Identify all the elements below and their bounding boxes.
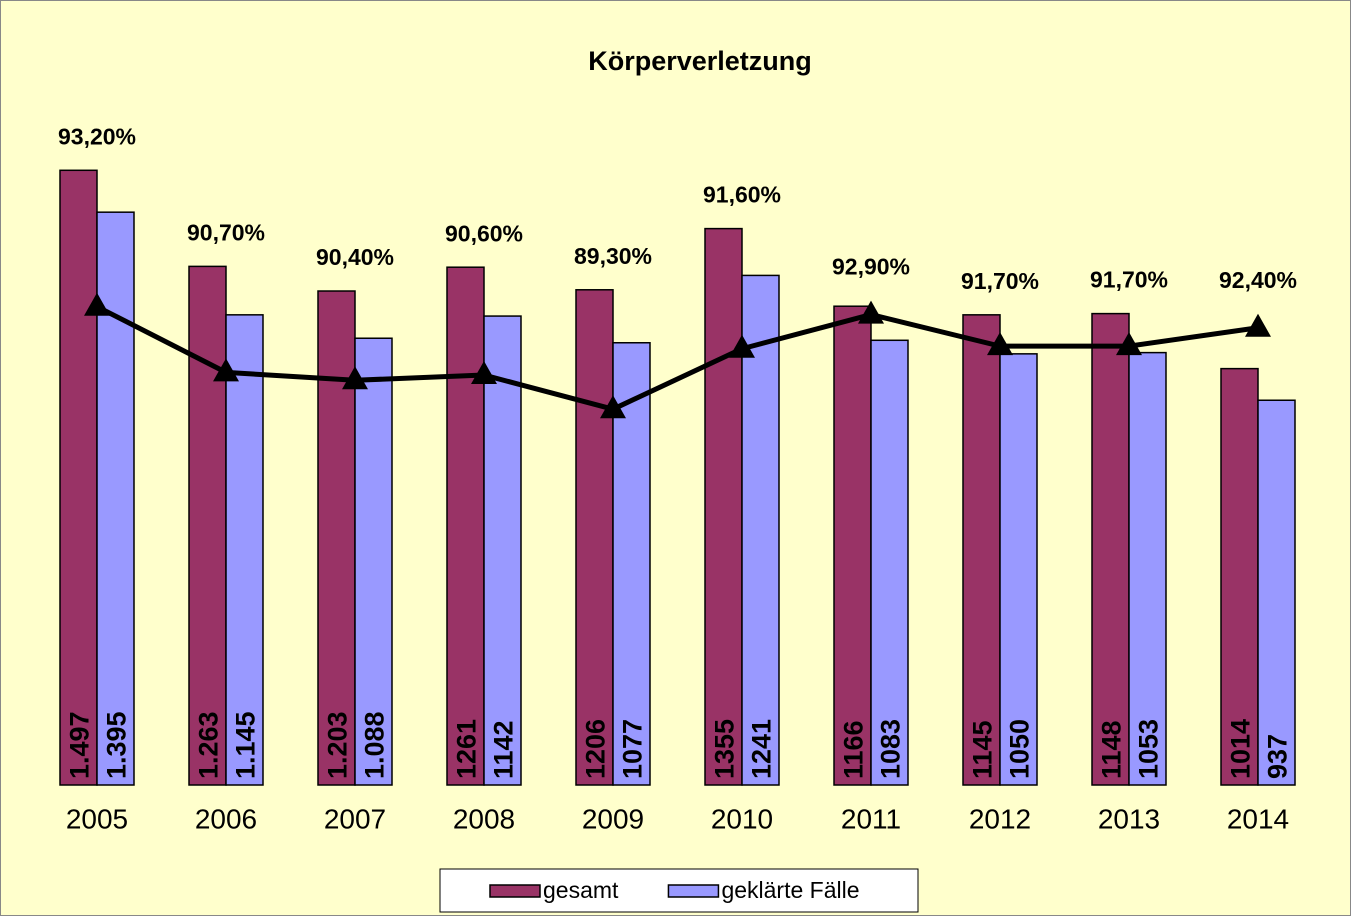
bar — [704, 227, 743, 786]
bar — [575, 289, 614, 786]
bar-value-label: 1145 — [968, 720, 998, 779]
line-marker — [342, 366, 368, 390]
x-tick-label: 2014 — [1227, 803, 1289, 834]
bar-value-label: 1050 — [1005, 719, 1035, 779]
bar-value-label: 1.145 — [231, 711, 261, 779]
bar — [1091, 312, 1130, 786]
line-value-label: 91,60% — [703, 182, 781, 208]
line — [95, 304, 1259, 412]
bar-value-label: 1355 — [710, 719, 740, 779]
bar — [96, 211, 135, 786]
bar-value-label: 1083 — [876, 719, 906, 779]
x-tick-label: 2013 — [1098, 803, 1160, 834]
x-tick-label: 2010 — [711, 803, 773, 834]
bar — [354, 337, 393, 786]
bar-value-label: 1.203 — [323, 711, 353, 779]
bar-value-label: 1261 — [452, 719, 482, 779]
legend-swatch — [667, 884, 720, 898]
bar-value-label: 937 — [1263, 734, 1293, 779]
legend-label: geklärte Fälle — [721, 877, 859, 903]
line-value-label: 90,70% — [187, 219, 265, 245]
line-value-label: 92,40% — [1219, 267, 1297, 293]
bar-value-label: 1166 — [839, 720, 869, 779]
line-marker — [1116, 332, 1142, 356]
bar — [446, 266, 485, 786]
bar — [483, 315, 522, 786]
line-marker — [987, 332, 1013, 356]
line-value-label: 90,40% — [316, 244, 394, 270]
x-tick-label: 2007 — [324, 803, 386, 834]
x-tick-label: 2006 — [195, 803, 257, 834]
line-marker — [471, 361, 497, 385]
x-tick-label: 2011 — [841, 803, 901, 834]
x-tick-label: 2012 — [969, 803, 1031, 834]
line-marker — [213, 358, 239, 382]
bar — [59, 169, 98, 786]
bar-value-label: 1241 — [747, 719, 777, 779]
bar-value-label: 1077 — [618, 719, 648, 779]
bar-value-label: 1142 — [489, 720, 519, 779]
bar-value-label: 1206 — [581, 719, 611, 779]
bar — [188, 265, 227, 786]
line-marker — [1245, 313, 1271, 337]
bar-value-label: 1148 — [1097, 720, 1127, 779]
bar-value-label: 1.263 — [194, 711, 224, 779]
bar-value-label: 1.088 — [360, 711, 390, 779]
line-marker — [729, 334, 755, 358]
bar — [870, 339, 909, 786]
line-value-label: 91,70% — [961, 268, 1039, 294]
chart-title: Körperverletzung — [588, 46, 812, 76]
bar — [999, 353, 1038, 786]
legend-swatch — [489, 884, 541, 898]
bar — [225, 314, 264, 786]
line-value-label: 92,90% — [832, 254, 910, 280]
bar — [317, 290, 356, 786]
bar — [1257, 399, 1296, 786]
bar-value-label: 1053 — [1134, 719, 1164, 779]
line-value-label: 93,20% — [58, 123, 136, 149]
bar — [1128, 351, 1167, 786]
line-value-label: 89,30% — [574, 243, 652, 269]
line-marker — [858, 300, 884, 324]
bar — [833, 305, 872, 786]
bar — [741, 274, 780, 786]
bar-value-label: 1.395 — [102, 711, 132, 779]
bar — [1220, 367, 1259, 786]
line-marker — [84, 292, 110, 316]
x-tick-label: 2008 — [453, 803, 515, 834]
bar-value-label: 1.497 — [65, 711, 95, 779]
line-marker — [600, 395, 626, 419]
legend-label: gesamt — [543, 877, 619, 903]
bar — [962, 314, 1001, 786]
x-tick-label: 2009 — [582, 803, 644, 834]
bar-value-label: 1014 — [1226, 719, 1256, 779]
line-value-label: 90,60% — [445, 220, 523, 246]
line-value-label: 91,70% — [1090, 267, 1168, 293]
x-tick-label: 2005 — [66, 803, 128, 834]
